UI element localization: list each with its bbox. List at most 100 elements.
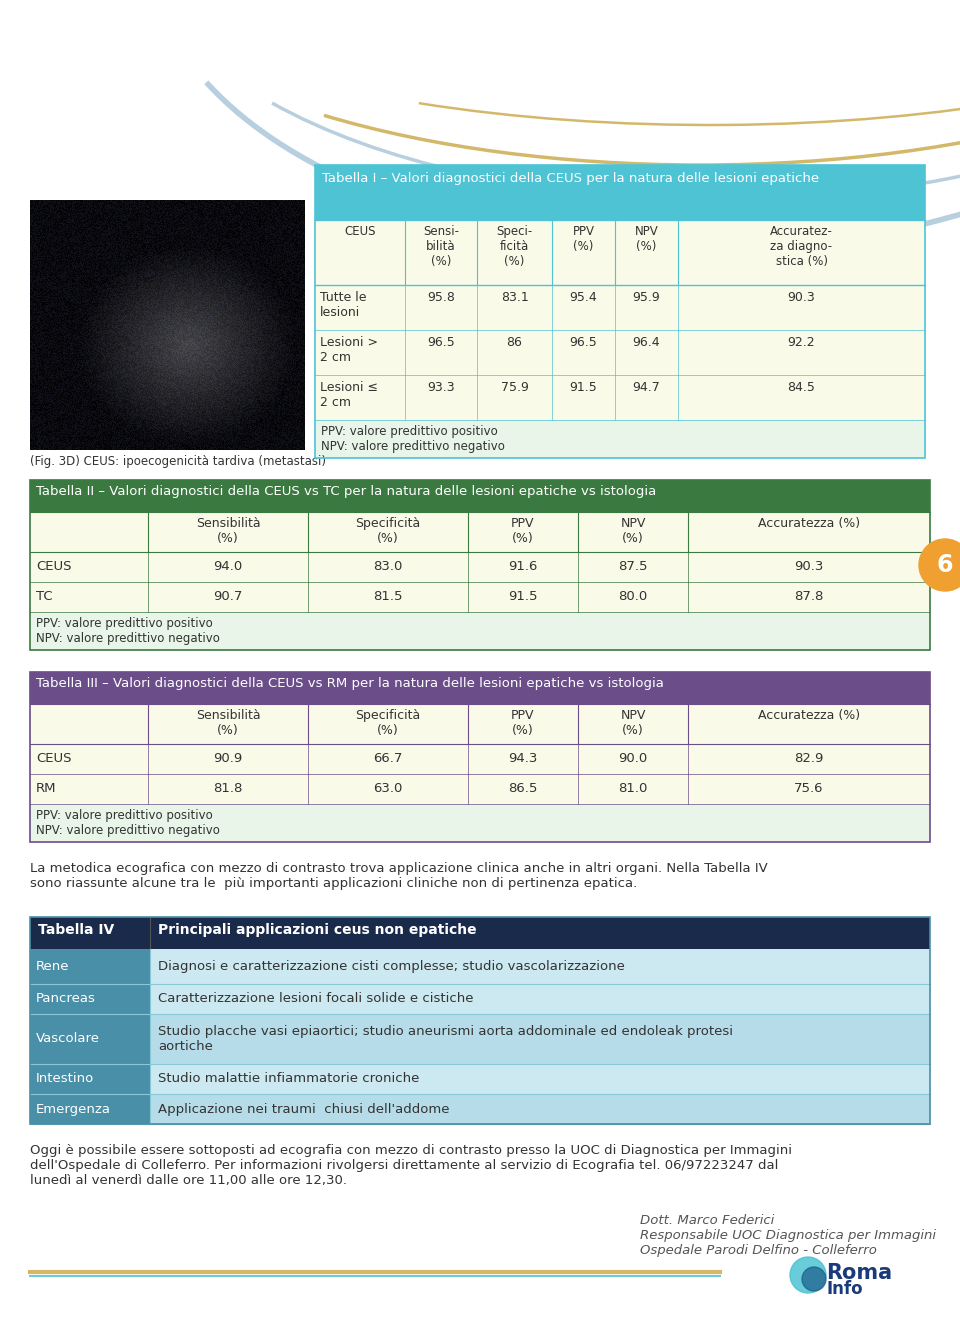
Bar [30, 949, 150, 984]
Bar [30, 552, 930, 582]
Bar [30, 1014, 150, 1064]
Text: 82.9: 82.9 [794, 752, 824, 765]
Bar [30, 671, 930, 842]
Text: NPV
(%): NPV (%) [620, 517, 646, 545]
Text: PPV: valore predittivo positivo
NPV: valore predittivo negativo: PPV: valore predittivo positivo NPV: val… [36, 616, 220, 645]
Bar [150, 1014, 930, 1064]
Text: 94.0: 94.0 [213, 560, 243, 574]
Bar [315, 220, 925, 285]
Text: 84.5: 84.5 [787, 381, 815, 394]
Bar [150, 1093, 930, 1124]
Text: Tabella I – Valori diagnostici della CEUS per la natura delle lesioni epatiche: Tabella I – Valori diagnostici della CEU… [322, 172, 819, 185]
Text: Sensi-
bilità
(%): Sensi- bilità (%) [423, 225, 459, 268]
Text: 75.6: 75.6 [794, 783, 824, 795]
Text: 91.5: 91.5 [508, 590, 538, 603]
Text: NPV
(%): NPV (%) [635, 225, 659, 253]
Text: 90.7: 90.7 [213, 590, 243, 603]
Text: Info: Info [826, 1280, 863, 1298]
Text: 6: 6 [937, 553, 953, 578]
Text: Vascolare: Vascolare [36, 1033, 100, 1045]
Text: Sensibilità
(%): Sensibilità (%) [196, 517, 260, 545]
Text: 94.3: 94.3 [508, 752, 538, 765]
Text: (Fig. 3D) CEUS: ipoecogenicità tardiva (metastasi): (Fig. 3D) CEUS: ipoecogenicità tardiva (… [30, 456, 326, 468]
Bar [30, 671, 930, 704]
Bar [150, 984, 930, 1014]
Text: Principali applicazioni ceus non epatiche: Principali applicazioni ceus non epatich… [158, 923, 476, 937]
Text: Tabella II – Valori diagnostici della CEUS vs TC per la natura delle lesioni epa: Tabella II – Valori diagnostici della CE… [36, 485, 657, 498]
Text: CEUS: CEUS [36, 752, 71, 765]
Text: 81.0: 81.0 [618, 783, 648, 795]
Text: 86: 86 [507, 336, 522, 348]
Text: 96.5: 96.5 [427, 336, 455, 348]
Text: 83.1: 83.1 [500, 291, 528, 304]
Text: 81.5: 81.5 [373, 590, 403, 603]
Text: NPV
(%): NPV (%) [620, 709, 646, 737]
Bar [30, 704, 930, 744]
Text: 92.2: 92.2 [788, 336, 815, 348]
Text: 96.5: 96.5 [569, 336, 597, 348]
Bar [150, 949, 930, 984]
Text: Accuratez-
za diagno-
stica (%): Accuratez- za diagno- stica (%) [770, 225, 833, 268]
Bar [315, 330, 925, 375]
Text: CEUS: CEUS [345, 225, 375, 239]
Text: Accuratezza (%): Accuratezza (%) [758, 517, 860, 531]
Text: CEUS: CEUS [36, 560, 71, 574]
Text: Lesioni >
2 cm: Lesioni > 2 cm [320, 336, 378, 364]
Bar [30, 744, 930, 775]
Circle shape [919, 539, 960, 591]
Text: Speci-
ficità
(%): Speci- ficità (%) [496, 225, 533, 268]
Text: 96.4: 96.4 [633, 336, 660, 348]
Text: 66.7: 66.7 [373, 752, 402, 765]
Text: PPV: valore predittivo positivo
NPV: valore predittivo negativo: PPV: valore predittivo positivo NPV: val… [321, 425, 505, 453]
Text: 95.8: 95.8 [427, 291, 455, 304]
Text: Pancreas: Pancreas [36, 993, 96, 1005]
Text: 83.0: 83.0 [373, 560, 402, 574]
Text: Sensibilità
(%): Sensibilità (%) [196, 709, 260, 737]
Text: 91.6: 91.6 [508, 560, 538, 574]
Bar [30, 200, 305, 450]
Text: Specificità
(%): Specificità (%) [355, 709, 420, 737]
Text: Accuratezza (%): Accuratezza (%) [758, 709, 860, 722]
Bar [30, 480, 930, 512]
Text: 90.0: 90.0 [618, 752, 648, 765]
Text: Tabella III – Valori diagnostici della CEUS vs RM per la natura delle lesioni ep: Tabella III – Valori diagnostici della C… [36, 677, 664, 690]
Bar [30, 1093, 150, 1124]
Text: 93.3: 93.3 [427, 381, 455, 394]
Text: 86.5: 86.5 [508, 783, 538, 795]
Circle shape [790, 1257, 826, 1293]
Text: 90.9: 90.9 [213, 752, 243, 765]
Circle shape [802, 1268, 826, 1290]
Text: La metodica ecografica con mezzo di contrasto trova applicazione clinica anche i: La metodica ecografica con mezzo di cont… [30, 862, 768, 890]
Text: TC: TC [36, 590, 53, 603]
Text: Diagnosi e caratterizzazione cisti complesse; studio vascolarizzazione: Diagnosi e caratterizzazione cisti compl… [158, 959, 625, 973]
Text: RM: RM [36, 783, 57, 795]
Text: Rene: Rene [36, 959, 69, 973]
Text: Lesioni ≤
2 cm: Lesioni ≤ 2 cm [320, 381, 378, 409]
Text: Tabella IV: Tabella IV [38, 923, 114, 937]
Text: 95.9: 95.9 [633, 291, 660, 304]
Text: Dott. Marco Federici
Responsabile UOC Diagnostica per Immagini
Ospedale Parodi D: Dott. Marco Federici Responsabile UOC Di… [640, 1214, 936, 1257]
Bar [30, 582, 930, 612]
Text: 90.3: 90.3 [794, 560, 824, 574]
Bar [315, 165, 925, 458]
Bar [315, 285, 925, 330]
Text: 80.0: 80.0 [618, 590, 648, 603]
Text: 81.8: 81.8 [213, 783, 243, 795]
Bar [30, 512, 930, 552]
Bar [315, 375, 925, 419]
Text: Studio placche vasi epiaortici; studio aneurismi aorta addominale ed endoleak pr: Studio placche vasi epiaortici; studio a… [158, 1025, 733, 1053]
Bar [30, 917, 930, 949]
Text: Oggi è possibile essere sottoposti ad ecografia con mezzo di contrasto presso la: Oggi è possibile essere sottoposti ad ec… [30, 1144, 792, 1187]
Bar [315, 419, 925, 458]
Text: Applicazione nei traumi  chiusi dell'addome: Applicazione nei traumi chiusi dell'addo… [158, 1103, 449, 1115]
Bar [150, 1064, 930, 1093]
Text: Tutte le
lesioni: Tutte le lesioni [320, 291, 367, 319]
Bar [30, 984, 150, 1014]
Text: Roma: Roma [826, 1264, 892, 1282]
Text: 75.9: 75.9 [500, 381, 528, 394]
Text: 90.3: 90.3 [787, 291, 815, 304]
Text: 63.0: 63.0 [373, 783, 402, 795]
Text: Specificità
(%): Specificità (%) [355, 517, 420, 545]
Bar [30, 612, 930, 650]
Text: Caratterizzazione lesioni focali solide e cistiche: Caratterizzazione lesioni focali solide … [158, 993, 473, 1005]
